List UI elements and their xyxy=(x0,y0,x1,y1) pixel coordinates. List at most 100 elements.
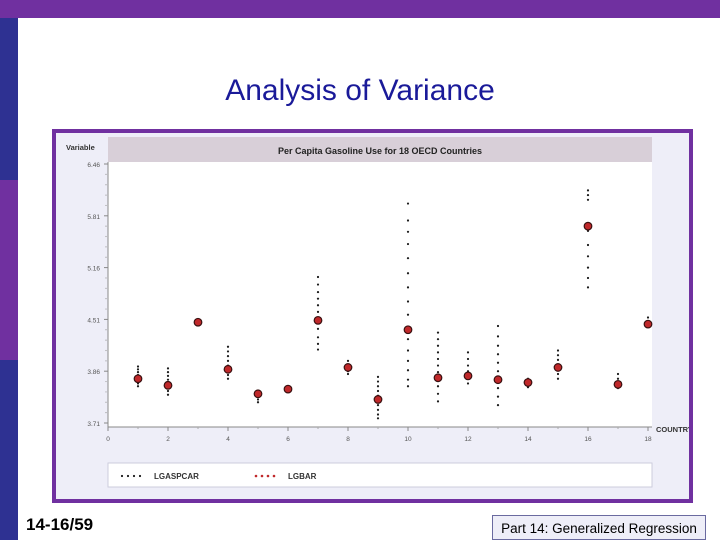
y-minor-tick xyxy=(105,412,107,414)
lgbar-point xyxy=(133,374,143,384)
lgaspcar-point xyxy=(136,368,140,371)
x-tick-label: 2 xyxy=(166,436,170,443)
lgaspcar-point xyxy=(616,377,620,380)
y-minor-tick xyxy=(105,339,107,341)
lgbar-point xyxy=(523,378,533,387)
y-minor-tick xyxy=(105,235,107,238)
lgbar-point xyxy=(373,395,383,404)
lgaspcar-point xyxy=(166,378,170,381)
lgaspcar-point xyxy=(376,375,380,378)
legend-label-lgaspcar: LGASPCAR xyxy=(154,472,199,481)
lgaspcar-point xyxy=(166,371,170,374)
x-tick-label: 14 xyxy=(524,436,532,443)
lgaspcar-point xyxy=(136,385,140,388)
y-minor-tick xyxy=(105,360,107,362)
y-minor-tick xyxy=(105,204,107,207)
lgaspcar-point xyxy=(586,243,590,247)
y-axis-label: Variable xyxy=(66,143,95,152)
lgbar-point xyxy=(493,375,503,385)
lgbar-point xyxy=(193,317,203,327)
lgaspcar-point xyxy=(496,353,500,356)
lgaspcar-point xyxy=(406,286,410,289)
y-minor-tick xyxy=(105,298,107,300)
lgaspcar-point xyxy=(256,401,260,404)
lgbar-point xyxy=(343,363,353,372)
lgaspcar-point xyxy=(586,198,590,201)
y-tick-label: 3.71 xyxy=(87,421,100,428)
lgaspcar-point xyxy=(466,357,470,361)
lgaspcar-point xyxy=(436,338,440,341)
lgaspcar-point xyxy=(616,372,620,376)
y-minor-tick xyxy=(105,308,107,310)
lgaspcar-point xyxy=(316,348,320,351)
lgaspcar-point xyxy=(436,385,440,388)
top-accent-bar xyxy=(0,0,720,18)
lgaspcar-point xyxy=(406,359,410,362)
lgaspcar-point xyxy=(226,345,230,348)
y-minor-tick xyxy=(105,225,107,227)
lgaspcar-point xyxy=(406,378,410,381)
lgaspcar-point xyxy=(496,361,500,364)
y-minor-tick xyxy=(105,329,107,331)
lgaspcar-point xyxy=(376,385,380,388)
slide-title: Analysis of Variance xyxy=(225,74,495,107)
x-tick-label: 18 xyxy=(644,436,652,443)
left-accent-strip-middle xyxy=(0,180,18,360)
lgaspcar-point xyxy=(646,316,650,319)
y-tick-label: 3.86 xyxy=(87,369,100,376)
lgaspcar-point xyxy=(316,304,320,307)
legend-marker-lgbar xyxy=(266,474,270,478)
x-tick-label: 6 xyxy=(286,436,290,443)
lgaspcar-point xyxy=(586,286,590,289)
legend-marker-lgaspcar xyxy=(126,474,130,478)
lgaspcar-point xyxy=(496,387,500,390)
lgaspcar-point xyxy=(556,377,560,380)
lgbar-point xyxy=(313,315,323,325)
lgbar-point xyxy=(553,363,563,372)
lgaspcar-point xyxy=(406,202,410,205)
lgaspcar-point xyxy=(346,372,350,376)
lgaspcar-point xyxy=(556,372,560,376)
lgbar-point xyxy=(403,325,413,335)
y-minor-tick xyxy=(105,184,107,186)
lgbar-point xyxy=(163,380,173,390)
lgaspcar-point xyxy=(226,350,230,353)
legend-box xyxy=(107,462,653,488)
lgbar-point xyxy=(613,379,623,389)
lgaspcar-point xyxy=(406,338,410,341)
lgaspcar-point xyxy=(586,276,590,280)
y-minor-tick xyxy=(105,256,107,258)
lgaspcar-point xyxy=(166,374,170,378)
lgaspcar-point xyxy=(436,357,440,361)
x-axis-label: COUNTRY xyxy=(656,425,689,434)
legend-marker-lgaspcar xyxy=(138,474,142,478)
y-tick-label: 5.81 xyxy=(87,214,100,221)
legend-marker-lgbar xyxy=(260,474,264,478)
legend-marker-lgbar xyxy=(272,474,276,478)
lgaspcar-point xyxy=(436,331,440,334)
lgbar-point xyxy=(223,364,233,374)
lgaspcar-point xyxy=(376,408,380,411)
lgaspcar-point xyxy=(376,389,380,393)
lgaspcar-point xyxy=(316,336,320,339)
lgaspcar-point xyxy=(226,355,230,358)
chart-title: Per Capita Gasoline Use for 18 OECD Coun… xyxy=(278,146,482,156)
lgaspcar-point xyxy=(556,349,560,352)
footer-caption: Part 14: Generalized Regression xyxy=(492,515,706,540)
y-ticks: 6.46 5.81 5.16 4.51 3.86 3.71 xyxy=(87,162,108,428)
lgbar-point xyxy=(643,319,653,329)
lgaspcar-point xyxy=(316,327,320,330)
lgaspcar-point xyxy=(436,364,440,367)
x-tick-label: 0 xyxy=(106,436,110,443)
lgaspcar-point xyxy=(376,404,380,407)
lgaspcar-point xyxy=(406,385,410,388)
lgaspcar-point xyxy=(436,371,440,374)
legend-markers xyxy=(120,474,276,478)
lgbar-point xyxy=(463,371,473,381)
lgbar-points xyxy=(133,221,653,404)
x-tick-label: 16 xyxy=(584,436,592,443)
plot-area xyxy=(108,137,652,427)
y-minor-tick xyxy=(105,287,107,289)
lgaspcar-point xyxy=(586,189,590,192)
chart-frame: Per Capita Gasoline Use for 18 OECD Coun… xyxy=(52,129,693,503)
